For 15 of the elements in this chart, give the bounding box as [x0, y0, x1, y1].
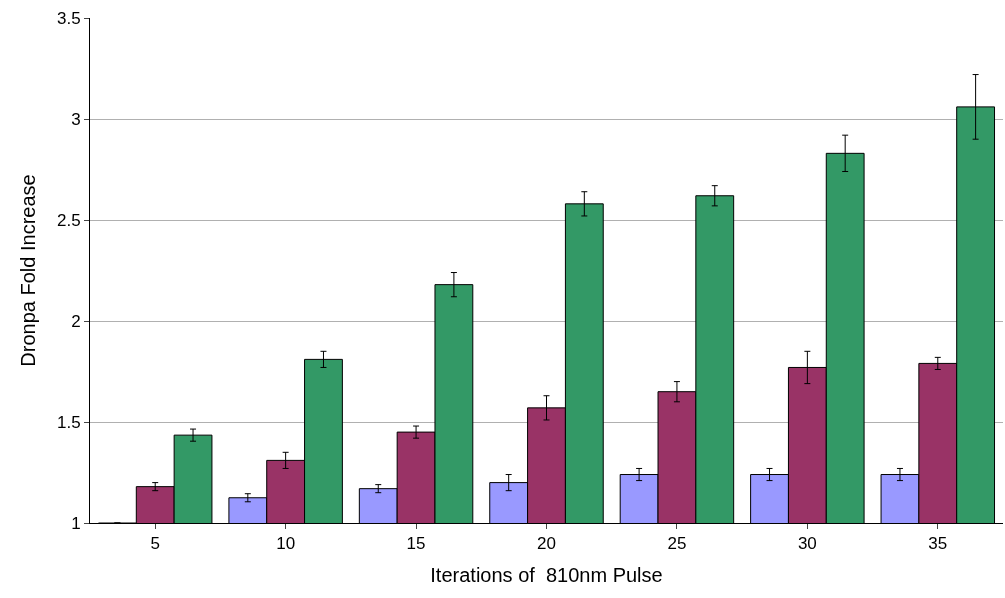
y-tick-label: 3.5 — [56, 8, 81, 28]
x-tick-label: 15 — [406, 534, 426, 554]
x-tick-label: 25 — [667, 534, 687, 554]
y-tick-label: 1.5 — [56, 412, 81, 432]
x-tick-label: 20 — [537, 534, 556, 554]
y-tick-label: 3 — [71, 109, 81, 129]
x-tick-label: 5 — [150, 534, 160, 554]
x-tick-label: 10 — [276, 534, 296, 554]
x-axis-title: Iterations of 810nm Pulse — [430, 563, 663, 586]
y-tick-label: 1 — [71, 513, 81, 533]
y-tick-label: 2.5 — [56, 210, 81, 230]
y-tick-label: 2 — [71, 311, 81, 331]
x-tick-label: 30 — [797, 534, 817, 554]
y-axis-title: Dronpa Fold Increase — [17, 174, 40, 367]
x-tick-label: 35 — [928, 534, 948, 554]
